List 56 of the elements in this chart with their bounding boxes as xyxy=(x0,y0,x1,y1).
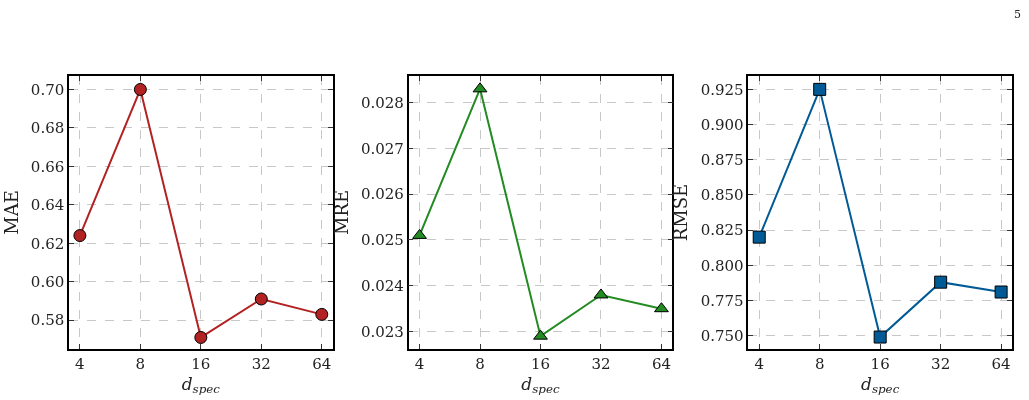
point xyxy=(73,229,87,243)
y-tick-label: 0.60 xyxy=(30,272,65,291)
y-tick-label: 0.028 xyxy=(360,93,404,112)
x-tick-label: 8 xyxy=(475,354,485,373)
y-tick-label: 0.027 xyxy=(360,139,404,158)
y-tick-label: 0.66 xyxy=(30,157,65,176)
x-tick-label: 16 xyxy=(530,354,551,373)
x-tick-label: 64 xyxy=(991,354,1011,373)
y-tick-label: 0.024 xyxy=(360,277,404,296)
x-tick-label: 64 xyxy=(651,354,671,373)
y-tick-label: 0.825 xyxy=(700,221,744,240)
y-tick-label: 0.750 xyxy=(700,326,744,345)
x-tick-label: 8 xyxy=(135,354,146,373)
point xyxy=(994,285,1008,299)
y-tick-label: 0.800 xyxy=(700,256,744,275)
text: 5 xyxy=(1014,8,1021,21)
y-tick-label: 0.875 xyxy=(700,150,744,169)
point xyxy=(873,330,887,344)
y-tick-label: 0.025 xyxy=(360,231,404,250)
x-tick-label: 16 xyxy=(870,354,890,373)
point xyxy=(813,82,827,96)
y-tick-label: 0.775 xyxy=(700,291,744,310)
y-tick-label: 0.58 xyxy=(30,311,65,330)
x-tick-label: 4 xyxy=(754,354,764,373)
x-tick-label: 32 xyxy=(251,354,271,373)
x-axis-title: d$_{spec}$ xyxy=(181,373,221,397)
x-tick-label: 16 xyxy=(191,354,211,373)
point xyxy=(412,228,427,239)
point xyxy=(194,330,208,344)
x-tick-label: 64 xyxy=(312,354,332,373)
x-tick-label: 32 xyxy=(591,354,611,373)
y-tick-label: 0.900 xyxy=(700,115,744,134)
x-tick-label: 4 xyxy=(414,354,425,373)
point xyxy=(315,307,329,321)
y-axis-title: MRE xyxy=(330,189,352,236)
point xyxy=(654,302,669,313)
point xyxy=(752,230,766,244)
x-tick-label: 4 xyxy=(75,354,85,373)
x-axis-title: d$_{spec}$ xyxy=(521,373,560,397)
y-tick-label: 0.62 xyxy=(30,234,65,253)
point xyxy=(934,275,948,289)
y-tick-label: 0.850 xyxy=(700,186,744,205)
y-tick-label: 0.026 xyxy=(360,185,404,204)
y-tick-label: 0.023 xyxy=(360,322,404,341)
x-tick-label: 8 xyxy=(814,354,825,373)
y-tick-label: 0.70 xyxy=(30,80,65,99)
point xyxy=(254,292,268,306)
y-tick-label: 0.925 xyxy=(700,80,744,99)
y-tick-label: 0.64 xyxy=(30,196,65,215)
y-axis-title: RMSE xyxy=(670,183,692,242)
x-tick-label: 32 xyxy=(931,354,951,373)
x-axis-title: d$_{spec}$ xyxy=(861,373,900,397)
y-tick-label: 0.68 xyxy=(30,119,65,138)
point xyxy=(533,329,548,340)
point xyxy=(133,82,147,96)
y-axis-title: MAE xyxy=(0,190,22,235)
